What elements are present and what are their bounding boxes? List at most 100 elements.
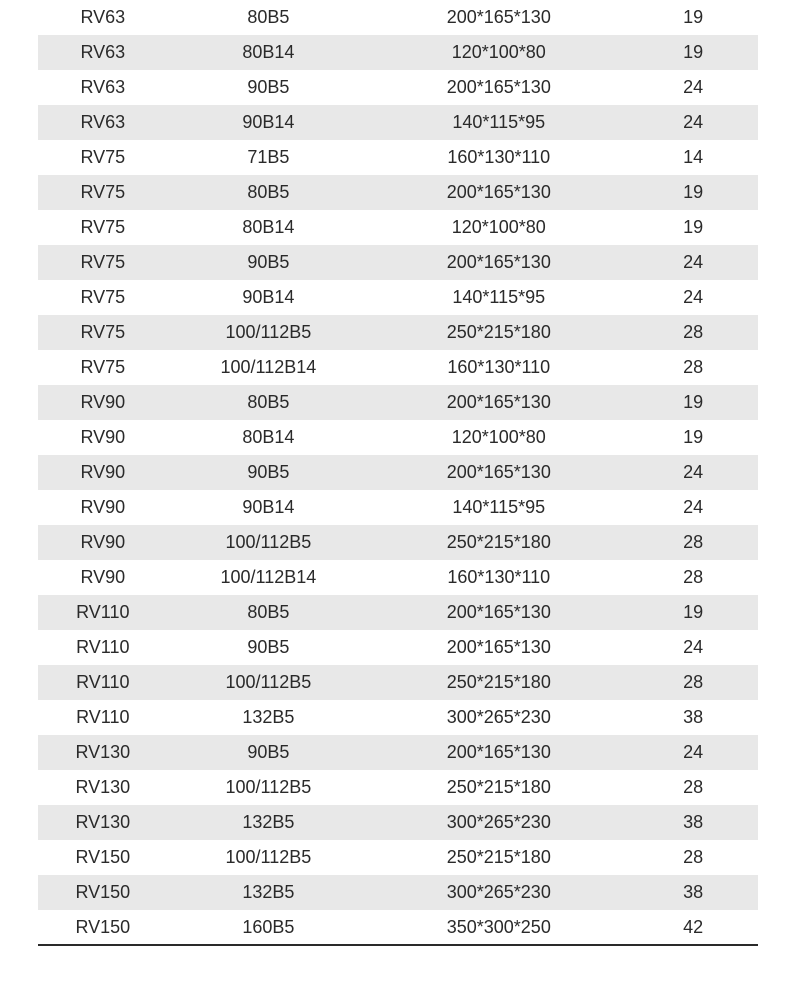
cell-model: RV63 bbox=[38, 35, 168, 70]
cell-value: 28 bbox=[628, 350, 758, 385]
table-row: RV90100/112B5250*215*18028 bbox=[38, 525, 758, 560]
table-row: RV150132B5300*265*23038 bbox=[38, 875, 758, 910]
cell-code: 90B5 bbox=[168, 245, 370, 280]
cell-code: 100/112B14 bbox=[168, 350, 370, 385]
cell-dimensions: 200*165*130 bbox=[369, 595, 628, 630]
cell-code: 90B5 bbox=[168, 630, 370, 665]
cell-dimensions: 200*165*130 bbox=[369, 455, 628, 490]
cell-value: 28 bbox=[628, 315, 758, 350]
cell-dimensions: 160*130*110 bbox=[369, 560, 628, 595]
cell-dimensions: 120*100*80 bbox=[369, 420, 628, 455]
table-body: RV6380B5200*165*13019RV6380B14120*100*80… bbox=[38, 0, 758, 945]
cell-model: RV63 bbox=[38, 105, 168, 140]
cell-code: 100/112B5 bbox=[168, 665, 370, 700]
table-row: RV13090B5200*165*13024 bbox=[38, 735, 758, 770]
table-row: RV130100/112B5250*215*18028 bbox=[38, 770, 758, 805]
table-row: RV11080B5200*165*13019 bbox=[38, 595, 758, 630]
cell-dimensions: 300*265*230 bbox=[369, 700, 628, 735]
cell-value: 24 bbox=[628, 490, 758, 525]
cell-value: 14 bbox=[628, 140, 758, 175]
table-row: RV9090B14140*115*9524 bbox=[38, 490, 758, 525]
cell-value: 19 bbox=[628, 385, 758, 420]
cell-code: 71B5 bbox=[168, 140, 370, 175]
cell-dimensions: 250*215*180 bbox=[369, 525, 628, 560]
cell-dimensions: 140*115*95 bbox=[369, 280, 628, 315]
cell-model: RV150 bbox=[38, 840, 168, 875]
cell-dimensions: 200*165*130 bbox=[369, 735, 628, 770]
cell-dimensions: 350*300*250 bbox=[369, 910, 628, 945]
cell-code: 100/112B5 bbox=[168, 525, 370, 560]
table-row: RV6390B14140*115*9524 bbox=[38, 105, 758, 140]
cell-dimensions: 200*165*130 bbox=[369, 245, 628, 280]
cell-model: RV90 bbox=[38, 490, 168, 525]
table-row: RV9090B5200*165*13024 bbox=[38, 455, 758, 490]
cell-code: 90B14 bbox=[168, 490, 370, 525]
cell-value: 19 bbox=[628, 420, 758, 455]
table-row: RV75100/112B14160*130*11028 bbox=[38, 350, 758, 385]
cell-code: 132B5 bbox=[168, 875, 370, 910]
cell-code: 80B14 bbox=[168, 210, 370, 245]
cell-model: RV90 bbox=[38, 525, 168, 560]
cell-code: 132B5 bbox=[168, 700, 370, 735]
cell-dimensions: 200*165*130 bbox=[369, 630, 628, 665]
cell-model: RV75 bbox=[38, 280, 168, 315]
cell-value: 28 bbox=[628, 770, 758, 805]
cell-dimensions: 300*265*230 bbox=[369, 875, 628, 910]
cell-value: 42 bbox=[628, 910, 758, 945]
cell-code: 100/112B14 bbox=[168, 560, 370, 595]
cell-dimensions: 250*215*180 bbox=[369, 665, 628, 700]
cell-code: 80B5 bbox=[168, 385, 370, 420]
cell-dimensions: 160*130*110 bbox=[369, 350, 628, 385]
table-row: RV7580B14120*100*8019 bbox=[38, 210, 758, 245]
cell-dimensions: 140*115*95 bbox=[369, 490, 628, 525]
cell-value: 24 bbox=[628, 735, 758, 770]
cell-model: RV110 bbox=[38, 665, 168, 700]
cell-code: 80B5 bbox=[168, 175, 370, 210]
cell-value: 28 bbox=[628, 840, 758, 875]
cell-model: RV75 bbox=[38, 210, 168, 245]
cell-code: 90B5 bbox=[168, 70, 370, 105]
cell-dimensions: 300*265*230 bbox=[369, 805, 628, 840]
table-row: RV6380B14120*100*8019 bbox=[38, 35, 758, 70]
cell-dimensions: 120*100*80 bbox=[369, 210, 628, 245]
cell-model: RV110 bbox=[38, 595, 168, 630]
cell-model: RV75 bbox=[38, 315, 168, 350]
cell-model: RV110 bbox=[38, 700, 168, 735]
table-row: RV6390B5200*165*13024 bbox=[38, 70, 758, 105]
table-row: RV7580B5200*165*13019 bbox=[38, 175, 758, 210]
cell-value: 24 bbox=[628, 245, 758, 280]
cell-model: RV90 bbox=[38, 560, 168, 595]
table-row: RV150160B5350*300*25042 bbox=[38, 910, 758, 945]
cell-code: 100/112B5 bbox=[168, 315, 370, 350]
cell-code: 90B5 bbox=[168, 455, 370, 490]
cell-model: RV75 bbox=[38, 175, 168, 210]
cell-code: 80B5 bbox=[168, 595, 370, 630]
cell-code: 100/112B5 bbox=[168, 840, 370, 875]
cell-model: RV90 bbox=[38, 420, 168, 455]
table-row: RV7571B5160*130*11014 bbox=[38, 140, 758, 175]
cell-model: RV75 bbox=[38, 350, 168, 385]
cell-code: 90B14 bbox=[168, 280, 370, 315]
cell-dimensions: 200*165*130 bbox=[369, 175, 628, 210]
table-row: RV7590B5200*165*13024 bbox=[38, 245, 758, 280]
cell-value: 19 bbox=[628, 175, 758, 210]
cell-value: 19 bbox=[628, 595, 758, 630]
table-row: RV11090B5200*165*13024 bbox=[38, 630, 758, 665]
cell-dimensions: 140*115*95 bbox=[369, 105, 628, 140]
table-row: RV110100/112B5250*215*18028 bbox=[38, 665, 758, 700]
cell-dimensions: 160*130*110 bbox=[369, 140, 628, 175]
table-row: RV150100/112B5250*215*18028 bbox=[38, 840, 758, 875]
cell-model: RV130 bbox=[38, 805, 168, 840]
cell-model: RV90 bbox=[38, 455, 168, 490]
table-row: RV90100/112B14160*130*11028 bbox=[38, 560, 758, 595]
cell-value: 24 bbox=[628, 70, 758, 105]
table-row: RV110132B5300*265*23038 bbox=[38, 700, 758, 735]
cell-model: RV63 bbox=[38, 70, 168, 105]
cell-code: 80B14 bbox=[168, 420, 370, 455]
table-row: RV130132B5300*265*23038 bbox=[38, 805, 758, 840]
cell-code: 100/112B5 bbox=[168, 770, 370, 805]
cell-value: 24 bbox=[628, 455, 758, 490]
cell-value: 19 bbox=[628, 0, 758, 35]
table-row: RV7590B14140*115*9524 bbox=[38, 280, 758, 315]
cell-value: 24 bbox=[628, 280, 758, 315]
